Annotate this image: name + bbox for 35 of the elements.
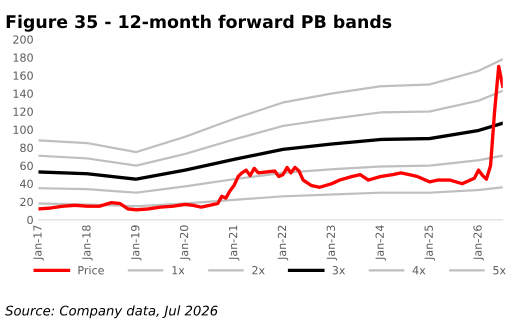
y-tick-label: 180	[14, 53, 33, 62]
x-tick-label: Jan-18	[82, 225, 93, 260]
legend-label: 3x	[332, 266, 346, 274]
legend-label: Price	[78, 266, 104, 274]
line-series	[38, 58, 503, 154]
x-tick-label: Jan-21	[228, 226, 240, 260]
legend-label: 1x	[172, 266, 184, 274]
x-tick-label: Jan-22	[278, 226, 288, 260]
y-tick-label: 200	[13, 35, 33, 44]
line-series	[38, 186, 503, 208]
legend-label: 2x	[252, 266, 265, 274]
y-tick-label: 100	[14, 126, 33, 134]
chart-title: Figure 35 - 12-month forward PB bands	[6, 14, 392, 32]
y-tick-label: 120	[14, 107, 33, 116]
line-series	[38, 122, 503, 181]
y-tick-label: 0	[27, 216, 33, 224]
x-tick-label: Jan-19	[131, 225, 142, 260]
y-tick-label: 40	[20, 180, 33, 188]
legend-label: 5x	[493, 266, 506, 274]
x-tick-label: Jan-20	[180, 225, 190, 260]
source-note: Source: Company data, Jul 2026	[5, 305, 218, 318]
line-series	[38, 154, 503, 194]
x-tick-label: Jan-25	[424, 226, 435, 260]
x-tick-label: Jan-17	[33, 226, 44, 260]
y-tick-label: 20	[20, 198, 33, 206]
x-tick-label: Jan-24	[375, 225, 386, 260]
y-tick-label: 140	[14, 89, 33, 98]
legend-label: 4x	[412, 266, 426, 274]
y-tick-label: 80	[20, 144, 33, 152]
x-tick-label: Jan-23	[326, 226, 338, 260]
x-tick-label: Jan-26	[473, 225, 484, 260]
line-series	[38, 64, 503, 212]
y-tick-label: 60	[20, 162, 33, 170]
line-series	[38, 90, 503, 167]
y-tick-label: 160	[14, 71, 33, 80]
